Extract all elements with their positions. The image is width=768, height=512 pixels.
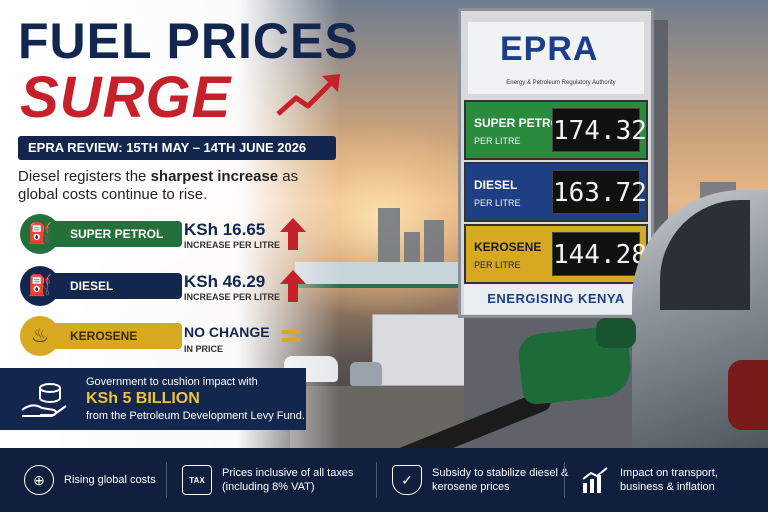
board-fuel-name: KEROSENE bbox=[474, 240, 542, 254]
city-building bbox=[424, 220, 444, 268]
footer-item-global-costs: ⊕ Rising global costs bbox=[24, 448, 156, 512]
fuel-amount: NO CHANGE bbox=[184, 324, 270, 340]
hand-coins-icon bbox=[21, 383, 67, 417]
epra-logo: EPRA bbox=[500, 30, 599, 68]
chart-up-icon bbox=[580, 465, 610, 495]
board-per-litre: PER LITRE bbox=[474, 260, 521, 270]
government-line-3: from the Petroleum Development Levy Fund… bbox=[86, 410, 305, 422]
board-price-display: 163.72 bbox=[552, 170, 647, 214]
board-per-litre: PER LITRE bbox=[474, 198, 521, 208]
epra-logo-panel bbox=[468, 22, 644, 94]
footer-bar: ⊕ Rising global costs TAX Prices inclusi… bbox=[0, 448, 768, 512]
lantern-icon: ♨ bbox=[20, 316, 60, 356]
footer-text: Subsidy to stabilize diesel & kerosene p… bbox=[432, 467, 569, 493]
board-fuel-name: DIESEL bbox=[474, 178, 518, 192]
fuel-name-tag: KEROSENE bbox=[54, 323, 182, 349]
footer-divider bbox=[564, 462, 565, 498]
fuel-amount: KSh 46.29 bbox=[184, 272, 266, 291]
fuel-name-tag: SUPER PETROL bbox=[54, 221, 182, 247]
increase-arrow-icon bbox=[280, 218, 306, 250]
headline-line-2: SURGE bbox=[20, 65, 232, 130]
fuel-nozzle-grip bbox=[596, 318, 636, 348]
tax-icon: TAX bbox=[182, 465, 212, 495]
fuel-amount: KSh 16.65 bbox=[184, 220, 266, 239]
parked-car bbox=[350, 362, 382, 386]
footer-text: Prices inclusive of all taxes (including… bbox=[222, 467, 354, 493]
footer-item-impact: Impact on transport, business & inflatio… bbox=[580, 448, 760, 512]
fuel-pump-icon: ⛽ bbox=[20, 214, 60, 254]
fuel-amount-note: IN PRICE bbox=[184, 344, 224, 354]
footer-divider bbox=[376, 462, 377, 498]
government-cushion-box: Government to cushion impact with KSh 5 … bbox=[0, 368, 306, 430]
fuel-item-diesel: DIESEL ⛽ bbox=[20, 266, 182, 306]
fuel-pump-icon: ⛽ bbox=[20, 266, 60, 306]
board-fuel-name: SUPER PETROL bbox=[474, 116, 568, 130]
fuel-amount-note: INCREASE PER LITRE bbox=[184, 292, 281, 302]
board-slogan: ENERGISING KENYA bbox=[464, 284, 648, 314]
fuel-item-kerosene: KEROSENE ♨ bbox=[20, 316, 182, 356]
rising-arrow-icon bbox=[276, 74, 340, 116]
board-row-super-petrol: SUPER PETROL PER LITRE 174.32 bbox=[464, 100, 648, 160]
fuel-name-tag: DIESEL bbox=[54, 273, 182, 299]
intro-text: Diesel registers the sharpest increase a… bbox=[18, 168, 299, 203]
globe-icon: ⊕ bbox=[24, 465, 54, 495]
footer-divider bbox=[166, 462, 167, 498]
footer-text: Impact on transport, business & inflatio… bbox=[620, 467, 718, 493]
board-price-display: 144.28 bbox=[552, 232, 647, 276]
footer-item-taxes: TAX Prices inclusive of all taxes (inclu… bbox=[182, 448, 382, 512]
increase-arrow-icon bbox=[280, 270, 306, 302]
truck bbox=[372, 314, 468, 386]
board-row-diesel: DIESEL PER LITRE 163.72 bbox=[464, 162, 648, 222]
footer-item-subsidy: ✓ Subsidy to stabilize diesel & kerosene… bbox=[392, 448, 592, 512]
government-line-1: Government to cushion impact with bbox=[86, 376, 258, 388]
board-per-litre: PER LITRE bbox=[474, 136, 521, 146]
review-period-banner: EPRA REVIEW: 15TH MAY – 14TH JUNE 2026 bbox=[18, 136, 336, 160]
board-row-kerosene: KEROSENE PER LITRE 144.28 bbox=[464, 224, 648, 284]
fuel-amount-note: INCREASE PER LITRE bbox=[184, 240, 281, 250]
car-tail-light bbox=[728, 360, 768, 430]
footer-text: Rising global costs bbox=[64, 474, 156, 486]
epra-logo-subtitle: Energy & Petroleum Regulatory Authority bbox=[506, 80, 616, 86]
board-price-display: 174.32 bbox=[552, 108, 647, 152]
fuel-item-super-petrol: SUPER PETROL ⛽ bbox=[20, 214, 182, 254]
city-building bbox=[378, 208, 400, 268]
no-change-equals-icon bbox=[282, 330, 300, 346]
government-amount: KSh 5 BILLION bbox=[86, 390, 200, 407]
shield-check-icon: ✓ bbox=[392, 465, 422, 495]
city-building bbox=[404, 232, 420, 268]
headline-line-1: FUEL PRICES bbox=[18, 13, 359, 69]
